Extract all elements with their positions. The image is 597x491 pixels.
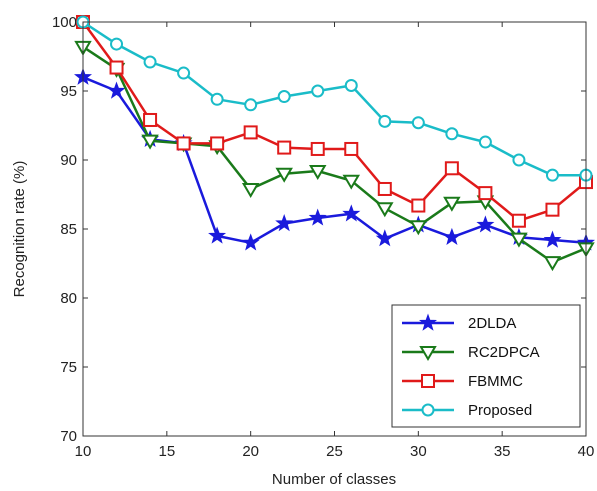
data-point-rc2dpca — [342, 174, 361, 190]
legend-marker-rc2dpca — [419, 346, 437, 361]
legend-label-fbmmc: FBMMC — [468, 373, 523, 390]
data-point-fbmmc — [511, 213, 526, 228]
y-tick-label: 75 — [60, 359, 77, 376]
data-point-2dlda — [208, 226, 227, 244]
data-point-2dlda — [375, 229, 394, 247]
legend-item-fbmmc: FBMMC — [402, 373, 523, 390]
x-tick-label: 30 — [410, 443, 427, 460]
legend-marker-2dlda — [419, 313, 437, 331]
data-point-proposed — [378, 114, 392, 128]
data-point-rc2dpca — [376, 202, 394, 218]
x-tick-label: 25 — [326, 443, 343, 460]
legend-marker-fbmmc — [421, 374, 435, 388]
data-point-proposed — [244, 98, 258, 112]
data-point-rc2dpca — [443, 196, 461, 212]
data-point-fbmmc — [143, 112, 158, 127]
y-tick-label: 80 — [60, 290, 77, 307]
data-point-proposed — [210, 92, 224, 106]
legend-label-rc2dpca: RC2DPCA — [468, 344, 540, 361]
data-point-fbmmc — [377, 181, 392, 196]
series-line-rc2dpca — [82, 45, 587, 264]
data-point-2dlda — [442, 227, 461, 245]
x-tick-label: 20 — [242, 443, 259, 460]
data-point-fbmmc — [243, 125, 258, 140]
data-point-proposed — [445, 127, 459, 141]
data-point-rc2dpca — [409, 220, 428, 236]
data-point-proposed — [545, 168, 559, 182]
legend-label-proposed: Proposed — [468, 402, 532, 419]
data-point-rc2dpca — [275, 167, 293, 183]
data-point-fbmmc — [444, 161, 459, 176]
plot-frame — [82, 21, 587, 437]
data-point-fbmmc — [176, 136, 191, 151]
data-point-fbmmc — [344, 141, 359, 156]
data-point-fbmmc — [277, 140, 292, 155]
data-point-2dlda — [476, 215, 495, 233]
axis-ticks: 10 15 20 25 30 35 40 70 75 80 85 90 95 100 — [52, 14, 594, 460]
data-point-fbmmc — [545, 202, 560, 217]
series-line-proposed — [82, 20, 586, 177]
data-point-rc2dpca — [308, 165, 327, 181]
x-axis-title: Number of classes — [272, 471, 396, 488]
data-point-2dlda — [241, 233, 260, 251]
y-tick-label: 85 — [60, 221, 77, 238]
data-point-proposed — [277, 90, 291, 104]
data-point-proposed — [311, 84, 325, 98]
legend-item-rc2dpca: RC2DPCA — [402, 344, 540, 361]
data-point-2dlda — [543, 230, 562, 248]
data-point-2dlda — [275, 214, 294, 232]
x-tick-label: 10 — [75, 443, 92, 460]
data-point-fbmmc — [109, 60, 124, 75]
y-tick-label: 100 — [52, 14, 77, 31]
data-point-2dlda — [107, 81, 126, 99]
x-tick-label: 40 — [578, 443, 595, 460]
data-point-proposed — [344, 78, 358, 92]
y-tick-label: 90 — [60, 152, 77, 169]
x-tick-label: 35 — [494, 443, 511, 460]
data-point-fbmmc — [210, 136, 225, 151]
y-tick-label: 95 — [60, 83, 77, 100]
legend: 2DLDA RC2DPCA FBMMC Proposed — [391, 304, 581, 428]
y-axis-title: Recognition rate (%) — [11, 161, 28, 298]
y-tick-label: 70 — [60, 428, 77, 445]
data-point-rc2dpca — [141, 134, 159, 150]
data-point-rc2dpca — [510, 232, 528, 248]
data-point-proposed — [478, 135, 492, 149]
legend-marker-proposed — [421, 403, 435, 417]
data-point-rc2dpca — [241, 182, 260, 198]
data-point-2dlda — [342, 204, 361, 222]
legend-item-2dlda: 2DLDA — [402, 313, 516, 332]
data-point-proposed — [143, 55, 157, 69]
data-point-fbmmc — [411, 198, 426, 213]
legend-label-2dlda: 2DLDA — [468, 315, 516, 332]
data-point-rc2dpca — [543, 256, 562, 272]
data-point-proposed — [110, 37, 124, 51]
data-point-proposed — [177, 66, 191, 80]
data-point-fbmmc — [478, 186, 493, 201]
data-point-2dlda — [308, 208, 327, 226]
x-tick-label: 15 — [158, 443, 175, 460]
series-fbmmc — [76, 15, 593, 228]
data-point-proposed — [512, 153, 526, 167]
data-point-fbmmc — [310, 141, 325, 156]
data-point-proposed — [411, 116, 425, 130]
series-layer — [74, 15, 595, 272]
series-line-fbmmc — [81, 21, 587, 222]
legend-item-proposed: Proposed — [402, 402, 532, 419]
